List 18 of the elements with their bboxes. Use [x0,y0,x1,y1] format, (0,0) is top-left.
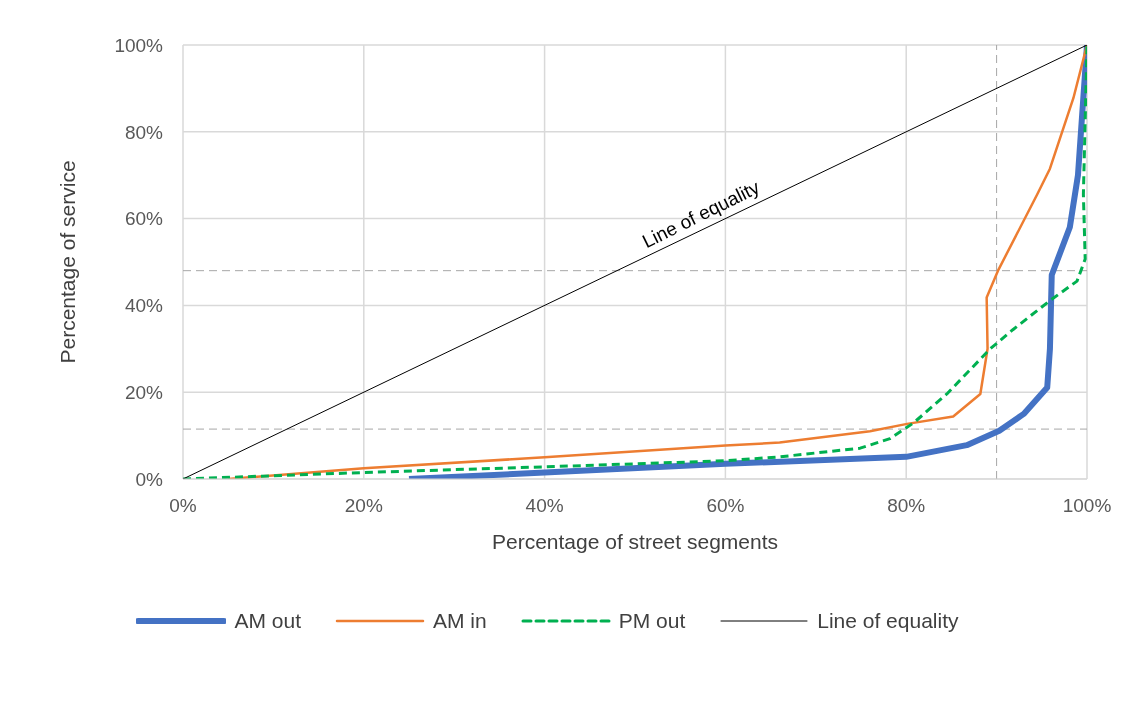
y-tick-label: 0% [135,468,164,490]
y-tick-label: 60% [124,208,164,230]
x-tick-label: 20% [344,495,383,517]
legend-label: PM out [618,609,686,633]
y-axis-title: Percentage of service [56,160,80,364]
legend-label: Line of equality [817,609,959,633]
y-tick-label: 20% [124,381,164,403]
x-tick-label: 40% [525,495,564,517]
y-tick-label: 80% [124,121,164,143]
x-tick-label: 100% [1062,495,1112,517]
x-axis-title: Percentage of street segments [492,530,778,553]
x-tick-label: 80% [887,495,926,517]
legend-label: AM in [433,609,487,633]
y-tick-label: 100% [114,34,164,56]
x-tick-label: 60% [706,495,745,517]
y-tick-label: 40% [124,295,164,317]
legend-label: AM out [234,609,302,633]
x-tick-label: 0% [169,495,197,517]
